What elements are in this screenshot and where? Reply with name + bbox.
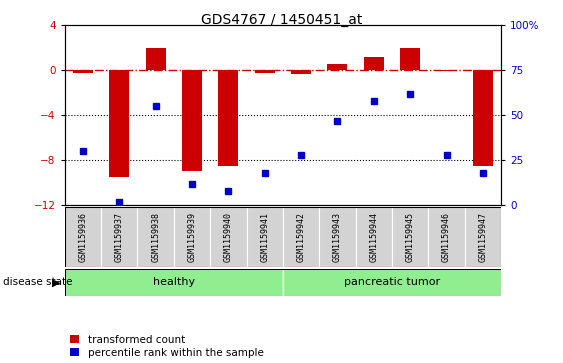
Bar — [464, 207, 501, 267]
Text: GSM1159946: GSM1159946 — [442, 212, 451, 262]
Bar — [174, 207, 210, 267]
Bar — [364, 57, 384, 70]
Bar — [65, 207, 101, 267]
Text: GSM1159940: GSM1159940 — [224, 212, 233, 262]
Bar — [254, 70, 275, 73]
Text: GSM1159943: GSM1159943 — [333, 212, 342, 262]
Bar — [73, 70, 93, 73]
Bar — [473, 70, 493, 166]
Text: GSM1159947: GSM1159947 — [479, 212, 488, 262]
Bar — [137, 207, 174, 267]
Text: GSM1159944: GSM1159944 — [369, 212, 378, 262]
Text: GSM1159937: GSM1159937 — [115, 212, 124, 262]
Bar — [328, 64, 347, 70]
Bar — [428, 207, 464, 267]
Bar — [210, 207, 247, 267]
Text: ▶: ▶ — [52, 277, 61, 287]
Bar — [400, 48, 420, 70]
Text: GSM1159945: GSM1159945 — [406, 212, 415, 262]
Bar — [182, 70, 202, 171]
Text: disease state: disease state — [3, 277, 72, 287]
Bar — [65, 269, 283, 296]
Text: pancreatic tumor: pancreatic tumor — [344, 277, 440, 287]
Bar — [436, 70, 457, 72]
Bar — [247, 207, 283, 267]
Text: GDS4767 / 1450451_at: GDS4767 / 1450451_at — [201, 13, 362, 27]
Text: GSM1159939: GSM1159939 — [187, 212, 196, 262]
Text: GSM1159942: GSM1159942 — [297, 212, 306, 262]
Text: GSM1159938: GSM1159938 — [151, 212, 160, 262]
Bar — [283, 269, 501, 296]
Bar — [218, 70, 238, 166]
Text: GSM1159941: GSM1159941 — [260, 212, 269, 262]
Text: healthy: healthy — [153, 277, 195, 287]
Text: GSM1159936: GSM1159936 — [78, 212, 87, 262]
Bar — [109, 70, 129, 177]
Bar — [392, 207, 428, 267]
Legend: transformed count, percentile rank within the sample: transformed count, percentile rank withi… — [70, 335, 263, 358]
Bar — [283, 207, 319, 267]
Bar — [101, 207, 137, 267]
Bar — [146, 48, 166, 70]
Bar — [291, 70, 311, 74]
Bar — [319, 207, 356, 267]
Bar — [356, 207, 392, 267]
